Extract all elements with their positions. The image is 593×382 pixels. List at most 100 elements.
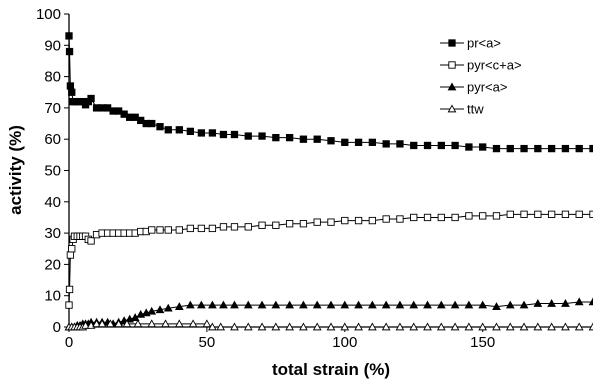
data-point [147,319,157,328]
data-point [340,300,350,309]
legend-item: pyr<c+a> [440,58,522,73]
data-point [354,138,363,146]
data-point [547,144,556,153]
data-point [547,298,556,307]
y-tick-label: 80 [44,69,61,86]
data-point [68,88,76,96]
y-tick-label: 90 [44,37,61,54]
data-point [133,319,143,328]
data-point [230,300,239,309]
series-1 [65,210,593,309]
data-point [534,144,542,153]
data-point [148,119,156,128]
data-point [299,135,308,143]
y-tick-label: 40 [44,194,61,211]
y-tick-label: 60 [44,131,61,148]
data-point [396,215,404,223]
data-point [258,132,266,140]
data-point [382,215,390,223]
data-point [285,300,294,309]
data-point [326,322,336,331]
data-point [368,216,377,225]
data-point [520,210,528,218]
y-tick-label: 100 [36,6,61,23]
data-point [354,322,363,331]
series-layer [64,32,593,331]
data-point [561,210,570,218]
data-point [492,322,501,331]
data-point [164,226,172,234]
data-point [97,319,107,328]
data-point [423,141,432,150]
data-point [285,322,294,331]
data-point [410,141,418,150]
data-point [65,32,73,40]
data-point [547,322,556,331]
data-point [588,322,593,331]
data-point [87,94,95,103]
data-point [163,303,173,312]
y-tick-label: 30 [44,225,61,242]
data-point [197,224,206,233]
y-axis-title: activity (%) [6,125,25,215]
data-point [271,322,281,331]
data-point [312,322,322,331]
data-point [368,322,377,331]
data-point [230,130,239,139]
legend-item: pyr<a> [440,80,507,95]
data-point [87,237,95,245]
data-point [65,47,74,56]
data-point [92,319,101,328]
legend-item: ttw [440,102,484,117]
data-point [175,226,183,234]
data-point [395,300,405,309]
data-point [574,297,584,306]
data-point [188,319,198,328]
data-point [341,138,349,146]
data-point [66,82,75,90]
y-tick-label: 20 [44,256,61,273]
data-point [478,300,488,309]
data-point [313,218,321,226]
data-point [505,300,515,309]
data-point [65,301,73,309]
data-point [423,213,432,222]
data-point [547,210,556,218]
data-point [588,297,593,306]
legend-label: ttw [467,102,484,117]
data-point [478,322,488,331]
data-point [197,300,206,309]
data-point [243,300,253,309]
data-point [506,144,514,153]
data-point [533,322,543,331]
data-point [423,322,432,331]
legend-marker [448,61,456,69]
data-point [437,141,445,150]
data-point [409,322,419,331]
series-2 [64,297,593,331]
series-line [68,35,593,150]
data-point [479,143,487,151]
data-point [219,130,228,139]
data-point [464,322,474,331]
data-point [299,220,308,228]
data-point [574,322,584,331]
data-point [505,322,515,331]
data-point [219,300,228,309]
data-point [161,319,170,328]
data-point [257,322,267,331]
data-point [479,212,487,220]
data-point [156,123,164,131]
series-3 [64,319,593,331]
data-point [492,212,501,220]
data-point [327,218,335,226]
data-point [436,322,446,331]
data-point [208,300,217,309]
x-tick-label: 150 [470,334,495,351]
data-point [561,298,570,307]
legend-marker [447,104,457,113]
data-point [396,140,404,148]
data-point [465,143,473,151]
data-point [186,224,194,233]
data-point [185,300,195,309]
